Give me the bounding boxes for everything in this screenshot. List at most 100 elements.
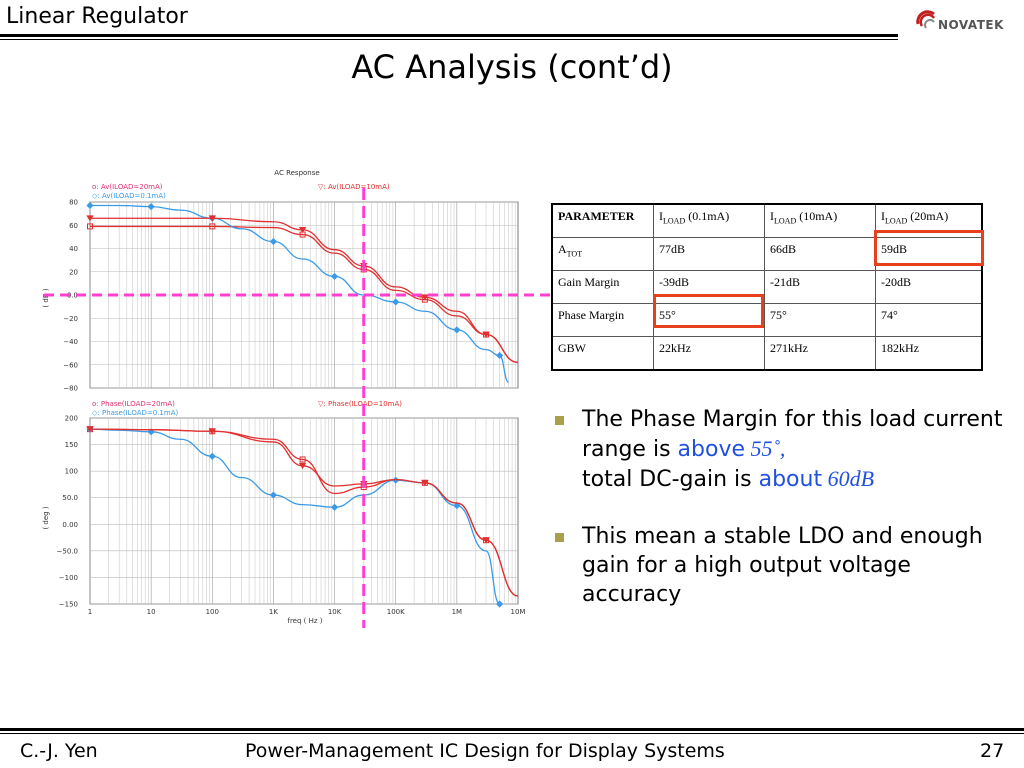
novatek-logo [916, 10, 936, 29]
row-label: ATOT [551, 237, 654, 271]
section-title: Linear Regulator [6, 4, 188, 29]
footer-course: Power-Management IC Design for Display S… [245, 740, 725, 762]
x-tick-label: 100 [206, 608, 219, 616]
x-tick-label: 100K [387, 608, 405, 616]
legend-2: ◇: Av(ILOAD=0.1mA) [92, 192, 166, 200]
bullet-text: The Phase Margin for this load current r… [582, 407, 1003, 462]
phase-y-tick-label: −150 [59, 601, 78, 609]
gain-data-point [147, 203, 155, 211]
x-tick-label: 10M [511, 608, 526, 616]
bullet-item: The Phase Margin for this load current r… [552, 405, 1012, 494]
bullet-emphasis: above [677, 437, 745, 462]
table-header-col1: ILOAD (0.1mA) [653, 203, 765, 238]
phase-y-tick-label: 100 [65, 468, 78, 476]
phase-data-point [86, 426, 94, 433]
gain-data-point [482, 331, 490, 338]
x-tick-label: 1 [88, 608, 92, 616]
gain-data-point [496, 351, 504, 360]
bullet-text: total DC-gain is [582, 467, 759, 492]
highlight-box-55deg [653, 294, 764, 328]
header-rule [0, 34, 898, 37]
table-header-row: PARAMETER ILOAD (0.1mA) ILOAD (10mA) ILO… [551, 203, 983, 238]
table-cell: 66dB [764, 237, 876, 271]
table-header-col2: ILOAD (10mA) [764, 203, 876, 238]
gain-y-tick-label: 20 [69, 268, 78, 276]
bullet-square-icon [555, 416, 564, 425]
gain-data-point [331, 272, 339, 280]
phase-data-point [269, 491, 277, 499]
table-row: Phase Margin 55° 75° 74° [551, 303, 983, 337]
phase-data-point [453, 502, 461, 510]
bullet-square-icon [555, 533, 564, 542]
bullet-value: 60dB [822, 466, 875, 491]
gain-series-line-1 [90, 225, 519, 364]
gain-data-point [209, 223, 216, 230]
bullet-value: 55˚, [745, 436, 786, 461]
legend-3: ▽: Av(ILOAD=10mA) [318, 183, 390, 191]
gain-data-point [421, 294, 429, 301]
gain-data-point [453, 326, 461, 334]
gain-y-tick-label: −20 [63, 315, 78, 323]
xlabel: freq ( Hz ) [287, 617, 322, 625]
bullet-item: This mean a stable LDO and enough gain f… [552, 522, 1012, 609]
table-cell: 75° [764, 303, 876, 337]
footer-rule [0, 728, 1024, 731]
x-tick-label: 1K [269, 608, 278, 616]
row-label: GBW [551, 336, 654, 371]
footer-rule-thin [0, 733, 1024, 734]
gain-y-tick-label: −80 [63, 385, 78, 393]
gain-y-tick-label: −40 [63, 338, 78, 346]
highlight-box-59db [874, 230, 984, 266]
table-row: GBW 22kHz 271kHz 182kHz [551, 336, 983, 371]
logo-text: NOVATEK [938, 18, 1004, 32]
gain-data-point [86, 201, 94, 210]
footer-author: C.-J. Yen [20, 740, 98, 762]
ylabel-phase: ( deg ) [42, 506, 50, 529]
phase-data-point [421, 479, 429, 487]
gain-data-point [87, 223, 93, 230]
gain-data-point [298, 227, 307, 234]
gain-data-point [269, 237, 277, 246]
phase-data-point [147, 428, 155, 436]
bullet-text: This mean a stable LDO and enough gain f… [582, 524, 983, 607]
legend-1: o: Av(ILOAD=20mA) [92, 183, 163, 191]
table-cell: -21dB [764, 270, 876, 304]
phase-series-line-2 [89, 428, 501, 605]
phase-data-point [299, 456, 306, 463]
ac-response-plot: AC Response o: Av(ILOAD=20mA) ◇: Av(ILOA… [42, 169, 550, 628]
row-label-text: A [558, 242, 567, 256]
phase-y-tick-label: 50.0 [62, 494, 78, 502]
table-cell: 22kHz [653, 336, 765, 371]
legend-5: ◇: Phase(ILOAD=0.1mA) [92, 409, 178, 417]
table-cell: -20dB [875, 270, 983, 304]
x-tick-label: 1M [452, 608, 463, 616]
header-sym: I [881, 209, 885, 223]
table-cell: 74° [875, 303, 983, 337]
header-sym: I [659, 209, 663, 223]
phase-y-tick-label: −100 [59, 574, 78, 582]
gain-data-point [208, 215, 216, 222]
header-col1-text: (0.1mA) [688, 209, 730, 223]
phase-data-point [208, 452, 216, 460]
legend-6: ▽: Phase(ILOAD=10mA) [318, 400, 402, 408]
header-sub: LOAD [885, 216, 908, 226]
gain-y-tick-label: −60 [63, 361, 78, 369]
x-tick-label: 10 [147, 608, 156, 616]
bullet-list: The Phase Margin for this load current r… [552, 405, 1012, 623]
gain-data-point [392, 298, 400, 306]
phase-data-point [331, 503, 339, 511]
table-cell: 182kHz [875, 336, 983, 371]
table-cell: 55° [653, 303, 765, 337]
row-label-sub: TOT [566, 249, 583, 259]
table-row: Gain Margin -39dB -21dB -20dB [551, 270, 983, 304]
parameter-table: PARAMETER ILOAD (0.1mA) ILOAD (10mA) ILO… [551, 203, 983, 371]
gain-y-tick-label: 0.0 [67, 292, 78, 300]
header-col3-text: (20mA) [910, 209, 949, 223]
gain-series-line-3 [89, 217, 519, 364]
header-col2-text: (10mA) [799, 209, 838, 223]
header-sym: I [770, 209, 774, 223]
footer-page-number: 27 [980, 740, 1005, 762]
table-cell: 77dB [653, 237, 765, 271]
gain-y-tick-label: 60 [69, 222, 78, 230]
table-cell: -39dB [653, 270, 765, 304]
